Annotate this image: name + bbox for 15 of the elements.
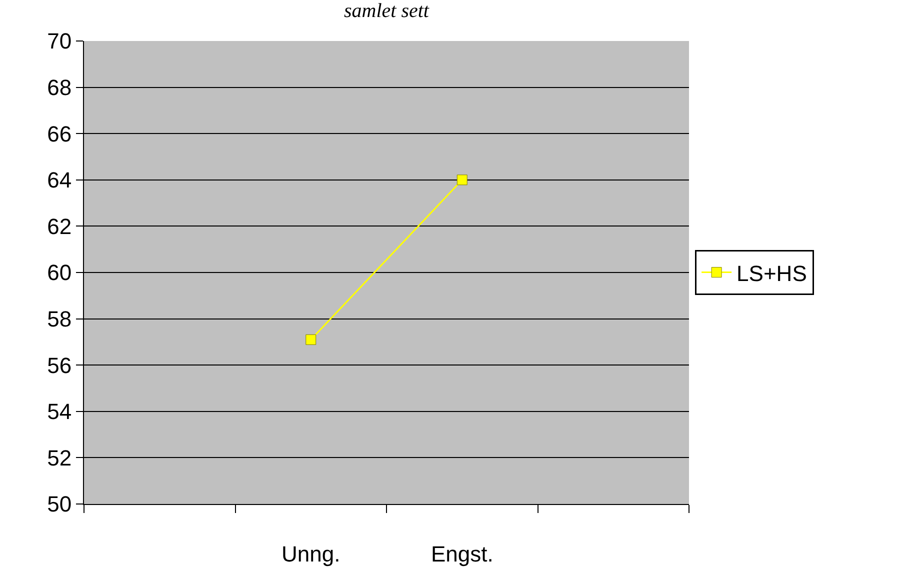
y-tick-label: 60: [47, 260, 72, 286]
y-tick-label: 52: [47, 445, 72, 470]
y-tick-label: 64: [47, 168, 72, 193]
y-tick-label: 50: [47, 492, 72, 517]
y-tick-label: 66: [47, 121, 72, 146]
x-tick-label: Engst.: [430, 541, 494, 566]
y-tick-label: 56: [47, 352, 72, 378]
chart-title: samlet sett: [344, 0, 430, 22]
y-tick-label: 62: [47, 214, 72, 239]
x-tick-label: Unng.: [282, 541, 340, 566]
y-tick-label: 54: [47, 399, 72, 424]
legend-label: LS+HS: [736, 260, 807, 286]
y-tick-label: 58: [47, 306, 72, 332]
y-tick-label: 68: [47, 75, 72, 100]
y-tick-label: 70: [47, 28, 72, 54]
